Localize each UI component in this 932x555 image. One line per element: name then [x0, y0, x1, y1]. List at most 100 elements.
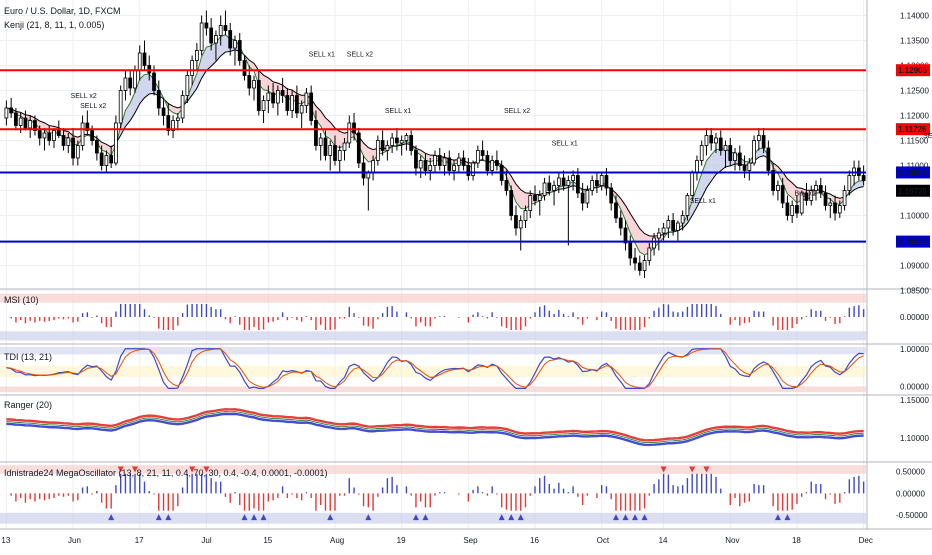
- candle-up: [28, 120, 33, 129]
- candle-up: [552, 185, 556, 191]
- candle-down: [380, 140, 385, 151]
- candle-down: [766, 147, 771, 171]
- trend-cloud-segment: [630, 213, 636, 243]
- candle-down: [295, 95, 299, 114]
- candle-down: [461, 157, 466, 166]
- candle-down: [533, 195, 537, 201]
- trend-cloud-segment: [520, 189, 526, 210]
- candle-up: [137, 52, 142, 71]
- candle-up: [799, 192, 804, 214]
- mega-buy-marker: [517, 514, 524, 521]
- trend-cloud-segment: [787, 178, 793, 198]
- mega-sell-marker: [189, 466, 196, 473]
- candle-down: [575, 175, 580, 194]
- msi-upper-band: [0, 293, 866, 303]
- candle-up: [528, 195, 533, 211]
- msi-lower-band: [0, 331, 866, 341]
- mega-buy-marker: [774, 514, 781, 521]
- price-tick-label: 1.11000: [900, 162, 929, 171]
- mega-buy-marker: [641, 514, 648, 521]
- indicator-line: Kenji (21, 8, 11, 1, 0.005): [4, 20, 105, 30]
- candle-down: [547, 182, 552, 191]
- mega-sell-marker: [203, 466, 210, 473]
- candle-up: [733, 152, 737, 161]
- candle-down: [771, 170, 776, 191]
- trend-cloud-segment: [835, 196, 840, 205]
- candle-up: [123, 77, 128, 91]
- candle-up: [375, 140, 380, 161]
- candle-up: [75, 145, 80, 159]
- price-tick-label: 1.12500: [900, 87, 929, 96]
- candle-down: [414, 150, 418, 169]
- ranger-lower-line: [6, 412, 864, 445]
- candle-up: [52, 130, 56, 141]
- candle-up: [690, 172, 695, 196]
- candle-down: [609, 187, 614, 204]
- candle-down: [595, 180, 599, 186]
- candle-up: [585, 190, 590, 204]
- candle-down: [437, 155, 442, 166]
- sell-signal-label: SELL x1: [385, 108, 411, 115]
- candle-down: [509, 190, 514, 216]
- mega-buy-marker: [784, 514, 791, 521]
- time-tick-label: Jun: [68, 536, 81, 545]
- candle-down: [480, 150, 485, 156]
- candle-up: [214, 35, 218, 44]
- candle-up: [656, 232, 661, 239]
- trend-cloud-segment: [696, 173, 702, 208]
- tdi-lower-band: [0, 386, 866, 393]
- trend-cloud-segment: [211, 42, 216, 67]
- candle-down: [209, 27, 214, 44]
- candle-up: [647, 247, 652, 261]
- sell-signal-label: SELL x2: [504, 108, 530, 115]
- candle-up: [490, 160, 495, 171]
- trend-cloud-segment: [515, 184, 521, 209]
- candle-down: [409, 135, 414, 151]
- trend-cloud-segment: [858, 180, 864, 188]
- sell-signal-label: SELL x1: [690, 198, 716, 205]
- ranger-lower-line: [6, 413, 864, 446]
- candle-up: [566, 180, 571, 186]
- time-tick-label: 13: [1, 536, 10, 545]
- candle-down: [795, 205, 799, 214]
- candle-down: [280, 90, 285, 96]
- ranger-title: Ranger (20): [4, 400, 53, 410]
- candle-up: [704, 135, 709, 146]
- trend-cloud-segment: [39, 121, 45, 130]
- candle-down: [352, 122, 356, 134]
- candle-down: [395, 137, 399, 144]
- candle-down: [618, 217, 623, 229]
- mega-tick-label: -0.50000: [896, 511, 928, 520]
- key-level-label: 1.12906: [898, 66, 927, 75]
- candle-down: [314, 120, 318, 146]
- candle-down: [580, 192, 585, 204]
- mega-buy-marker: [422, 514, 429, 521]
- tdi-upper-band: [0, 346, 866, 355]
- candle-up: [642, 260, 647, 271]
- candle-down: [109, 155, 114, 164]
- candle-up: [699, 145, 704, 161]
- trend-cloud-segment: [144, 74, 150, 98]
- trend-cloud-segment: [615, 193, 621, 210]
- sell-signal-label: SELL x2: [347, 52, 373, 59]
- trend-cloud-segment: [425, 153, 431, 162]
- candle-down: [56, 130, 61, 136]
- trend-cloud-segment: [773, 163, 778, 174]
- candle-up: [304, 92, 309, 106]
- candle-down: [166, 115, 171, 131]
- ranger-lower-line: [6, 414, 864, 447]
- candle-down: [818, 185, 823, 194]
- price-tick-label: 1.11500: [900, 137, 929, 146]
- candle-down: [623, 227, 628, 244]
- candle-down: [737, 152, 742, 166]
- candle-down: [33, 120, 37, 131]
- mega-upper-band: [0, 465, 866, 474]
- candle-up: [118, 90, 123, 124]
- trend-cloud-segment: [206, 45, 212, 71]
- key-level-label: 1.11726: [898, 125, 927, 134]
- mega-buy-marker: [632, 514, 639, 521]
- candle-up: [518, 220, 523, 229]
- candle-down: [423, 160, 428, 171]
